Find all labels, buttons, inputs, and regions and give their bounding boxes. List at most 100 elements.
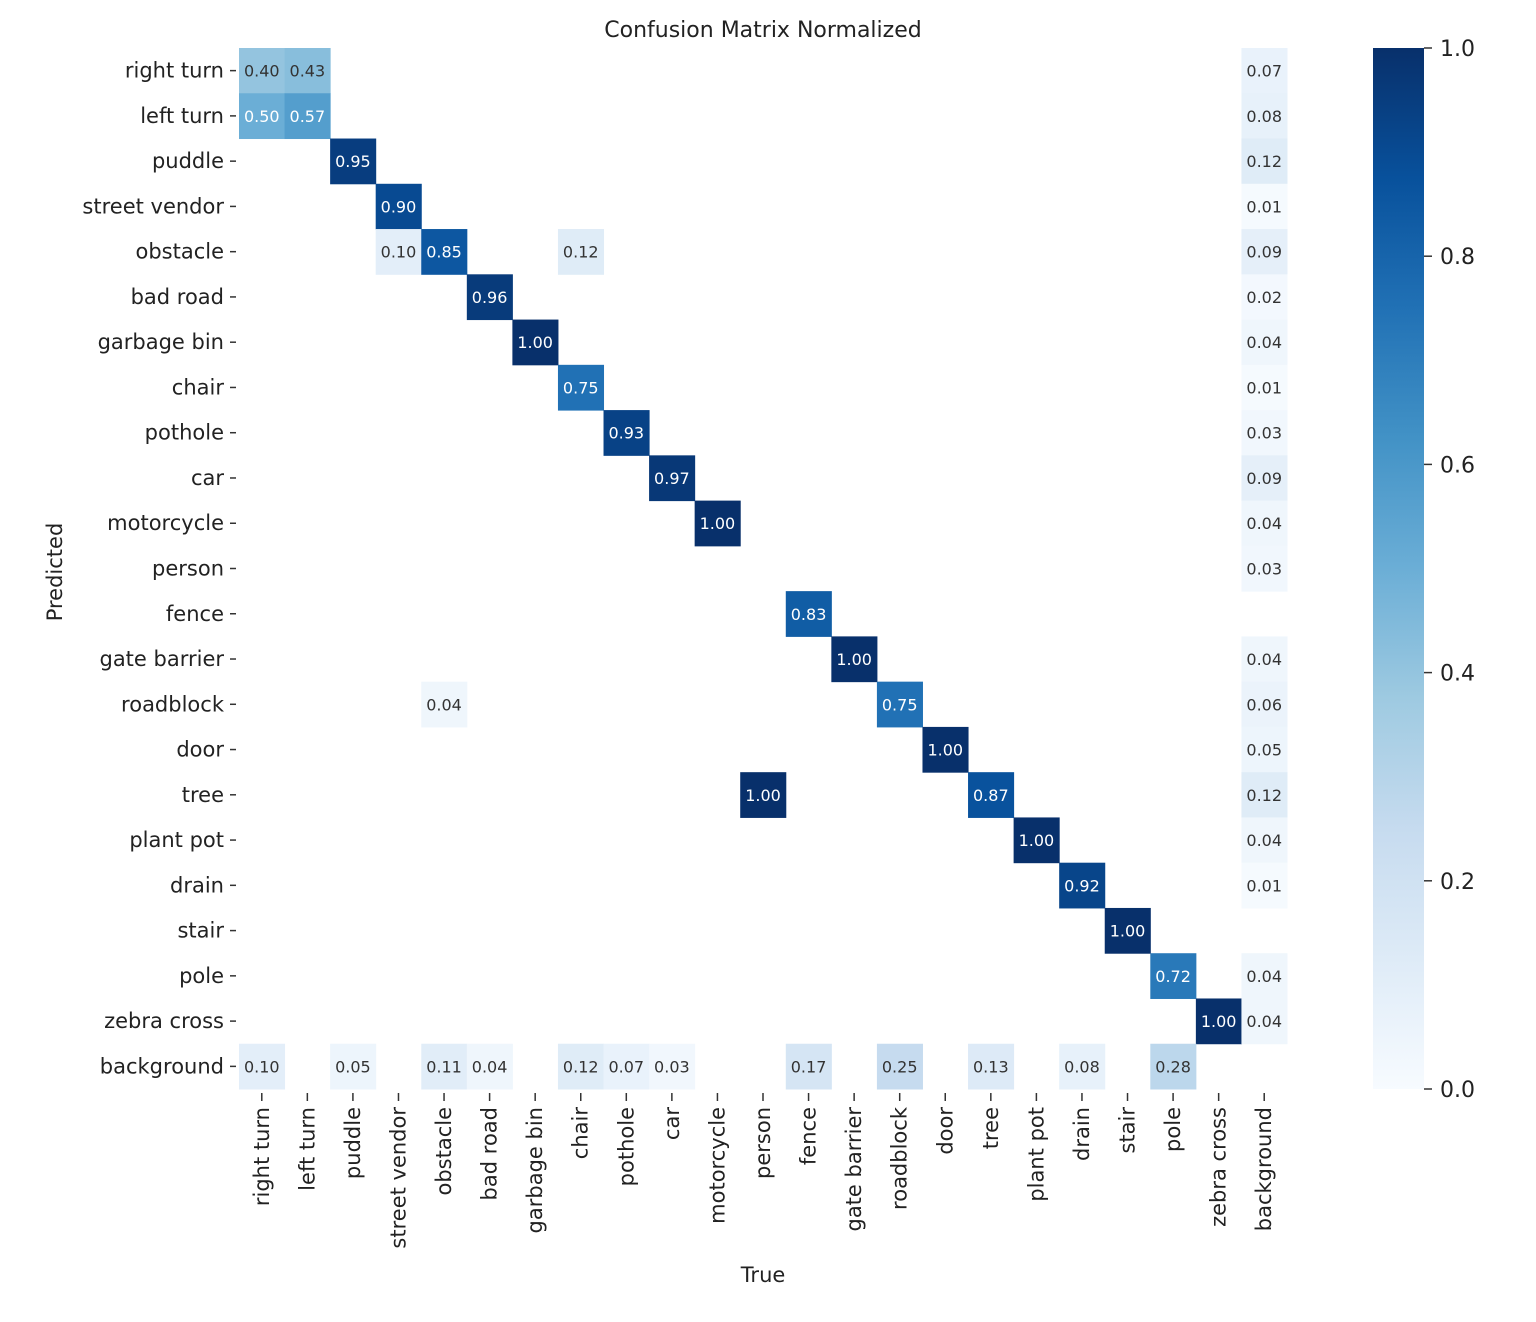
chart-title: Confusion Matrix Normalized: [604, 18, 921, 43]
cell-value-label: 0.40: [244, 62, 280, 81]
y-tick-label: street vendor: [82, 194, 224, 218]
cell-value-label: 0.10: [244, 1057, 280, 1076]
cell-value-label: 0.87: [973, 786, 1009, 805]
cell-value-label: 0.83: [791, 605, 827, 624]
y-tick-label: tree: [182, 783, 224, 807]
heatmap-cell: [421, 229, 468, 275]
heatmap-cell: [557, 364, 605, 411]
cell-value-label: 1.00: [1201, 1012, 1237, 1031]
cell-value-label: 0.12: [1246, 786, 1282, 805]
y-tick-label: plant pot: [129, 828, 224, 852]
heatmap-cell: [284, 48, 331, 94]
colorbar-tick-label: 0.2: [1440, 870, 1475, 895]
cell-value-label: 0.09: [1246, 469, 1282, 488]
colorbar-tick-label: 0.4: [1440, 662, 1475, 687]
cell-value-label: 0.05: [1246, 741, 1282, 760]
x-tick-label: stair: [1116, 1107, 1140, 1154]
cell-value-label: 0.85: [426, 243, 462, 262]
heatmap-cell: [876, 681, 923, 728]
x-tick-label: motorcycle: [705, 1107, 729, 1224]
cell-value-label: 0.04: [472, 1057, 508, 1076]
x-tick-label: street vendor: [386, 1107, 410, 1249]
cell-value-label: 0.04: [1246, 333, 1282, 352]
y-tick-label: background: [100, 1054, 224, 1078]
heatmap-cell: [375, 229, 422, 275]
cell-value-label: 0.06: [1246, 695, 1282, 714]
x-tick-label: bad road: [478, 1107, 502, 1200]
y-tick-label: obstacle: [135, 240, 224, 264]
cell-value-label: 0.08: [1064, 1057, 1100, 1076]
heatmap-cell: [740, 772, 787, 818]
heatmap-cell: [603, 1043, 650, 1090]
heatmap-cell: [1241, 410, 1288, 456]
cell-value-label: 1.00: [1110, 922, 1146, 941]
heatmap-cell: [557, 1043, 605, 1090]
heatmap-cell: [1104, 907, 1151, 954]
y-tick-label: pole: [179, 964, 224, 988]
cell-value-label: 0.01: [1246, 876, 1282, 895]
y-tick-label: stair: [177, 919, 224, 943]
x-tick-label: pole: [1161, 1107, 1185, 1152]
heatmap-cell: [649, 1043, 696, 1090]
heatmap-cell: [466, 274, 513, 321]
y-tick-label: left turn: [140, 104, 224, 128]
heatmap-cell: [1241, 138, 1288, 185]
x-tick-label: obstacle: [432, 1107, 456, 1196]
heatmap-cell: [239, 1043, 286, 1090]
y-tick-label: person: [152, 557, 224, 581]
y-axis-label: Predicted: [43, 523, 67, 622]
heatmap-cell: [1059, 862, 1106, 909]
y-tick-label: fence: [166, 602, 224, 626]
x-tick-label: left turn: [295, 1107, 319, 1191]
heatmap-cell: [1241, 636, 1288, 683]
cell-value-label: 0.04: [426, 695, 462, 714]
heatmap-cell: [284, 93, 331, 140]
x-tick-label: tree: [979, 1107, 1003, 1149]
cell-value-label: 0.12: [563, 1057, 599, 1076]
y-tick-label: gate barrier: [99, 647, 224, 671]
colorbar-tick-label: 0.8: [1440, 245, 1475, 270]
cell-value-label: 0.43: [290, 62, 326, 81]
heatmap-cell: [1241, 545, 1288, 592]
y-tick-label: chair: [172, 375, 225, 399]
cell-value-label: 0.04: [1246, 650, 1282, 669]
cell-value-label: 0.03: [654, 1057, 690, 1076]
heatmap-cell: [1241, 500, 1288, 547]
cell-value-label: 0.03: [1246, 560, 1282, 579]
x-tick-label: roadblock: [888, 1106, 912, 1210]
heatmap-cell: [239, 48, 286, 94]
cell-value-label: 0.08: [1246, 107, 1282, 126]
x-tick-label: person: [751, 1107, 775, 1179]
heatmap-cell: [1241, 998, 1288, 1045]
x-tick-label: garbage bin: [523, 1107, 547, 1233]
heatmap-cell: [694, 500, 741, 547]
heatmap-cell: [1241, 48, 1288, 94]
y-tick-label: puddle: [152, 149, 224, 173]
heatmap-cell: [512, 319, 559, 366]
cell-value-label: 0.01: [1246, 378, 1282, 397]
cell-value-label: 0.04: [1246, 514, 1282, 533]
heatmap-cell: [1241, 455, 1288, 502]
cell-value-label: 0.10: [381, 243, 417, 262]
cell-value-label: 1.00: [745, 786, 781, 805]
heatmap-cell: [1241, 681, 1288, 728]
heatmap-cell: [421, 681, 468, 728]
x-tick-label: pothole: [614, 1107, 638, 1186]
cell-value-label: 0.95: [335, 152, 371, 171]
y-tick-label: car: [191, 466, 224, 490]
heatmap-cell: [239, 93, 286, 140]
y-tick-label: motorcycle: [107, 511, 224, 535]
colorbar-tick-label: 1.0: [1440, 37, 1475, 62]
x-axis-label: True: [740, 1263, 786, 1287]
cell-value-label: 0.25: [882, 1057, 918, 1076]
cell-value-label: 0.02: [1246, 288, 1282, 307]
y-tick-label: right turn: [125, 59, 224, 83]
cell-value-label: 0.50: [244, 107, 280, 126]
cell-value-label: 0.12: [1246, 152, 1282, 171]
heatmap-cell: [1150, 953, 1197, 999]
heatmap-cell: [1241, 862, 1288, 909]
cell-value-label: 0.01: [1246, 197, 1282, 216]
heatmap-cell: [421, 1043, 468, 1090]
x-tick-label: zebra cross: [1207, 1107, 1231, 1227]
